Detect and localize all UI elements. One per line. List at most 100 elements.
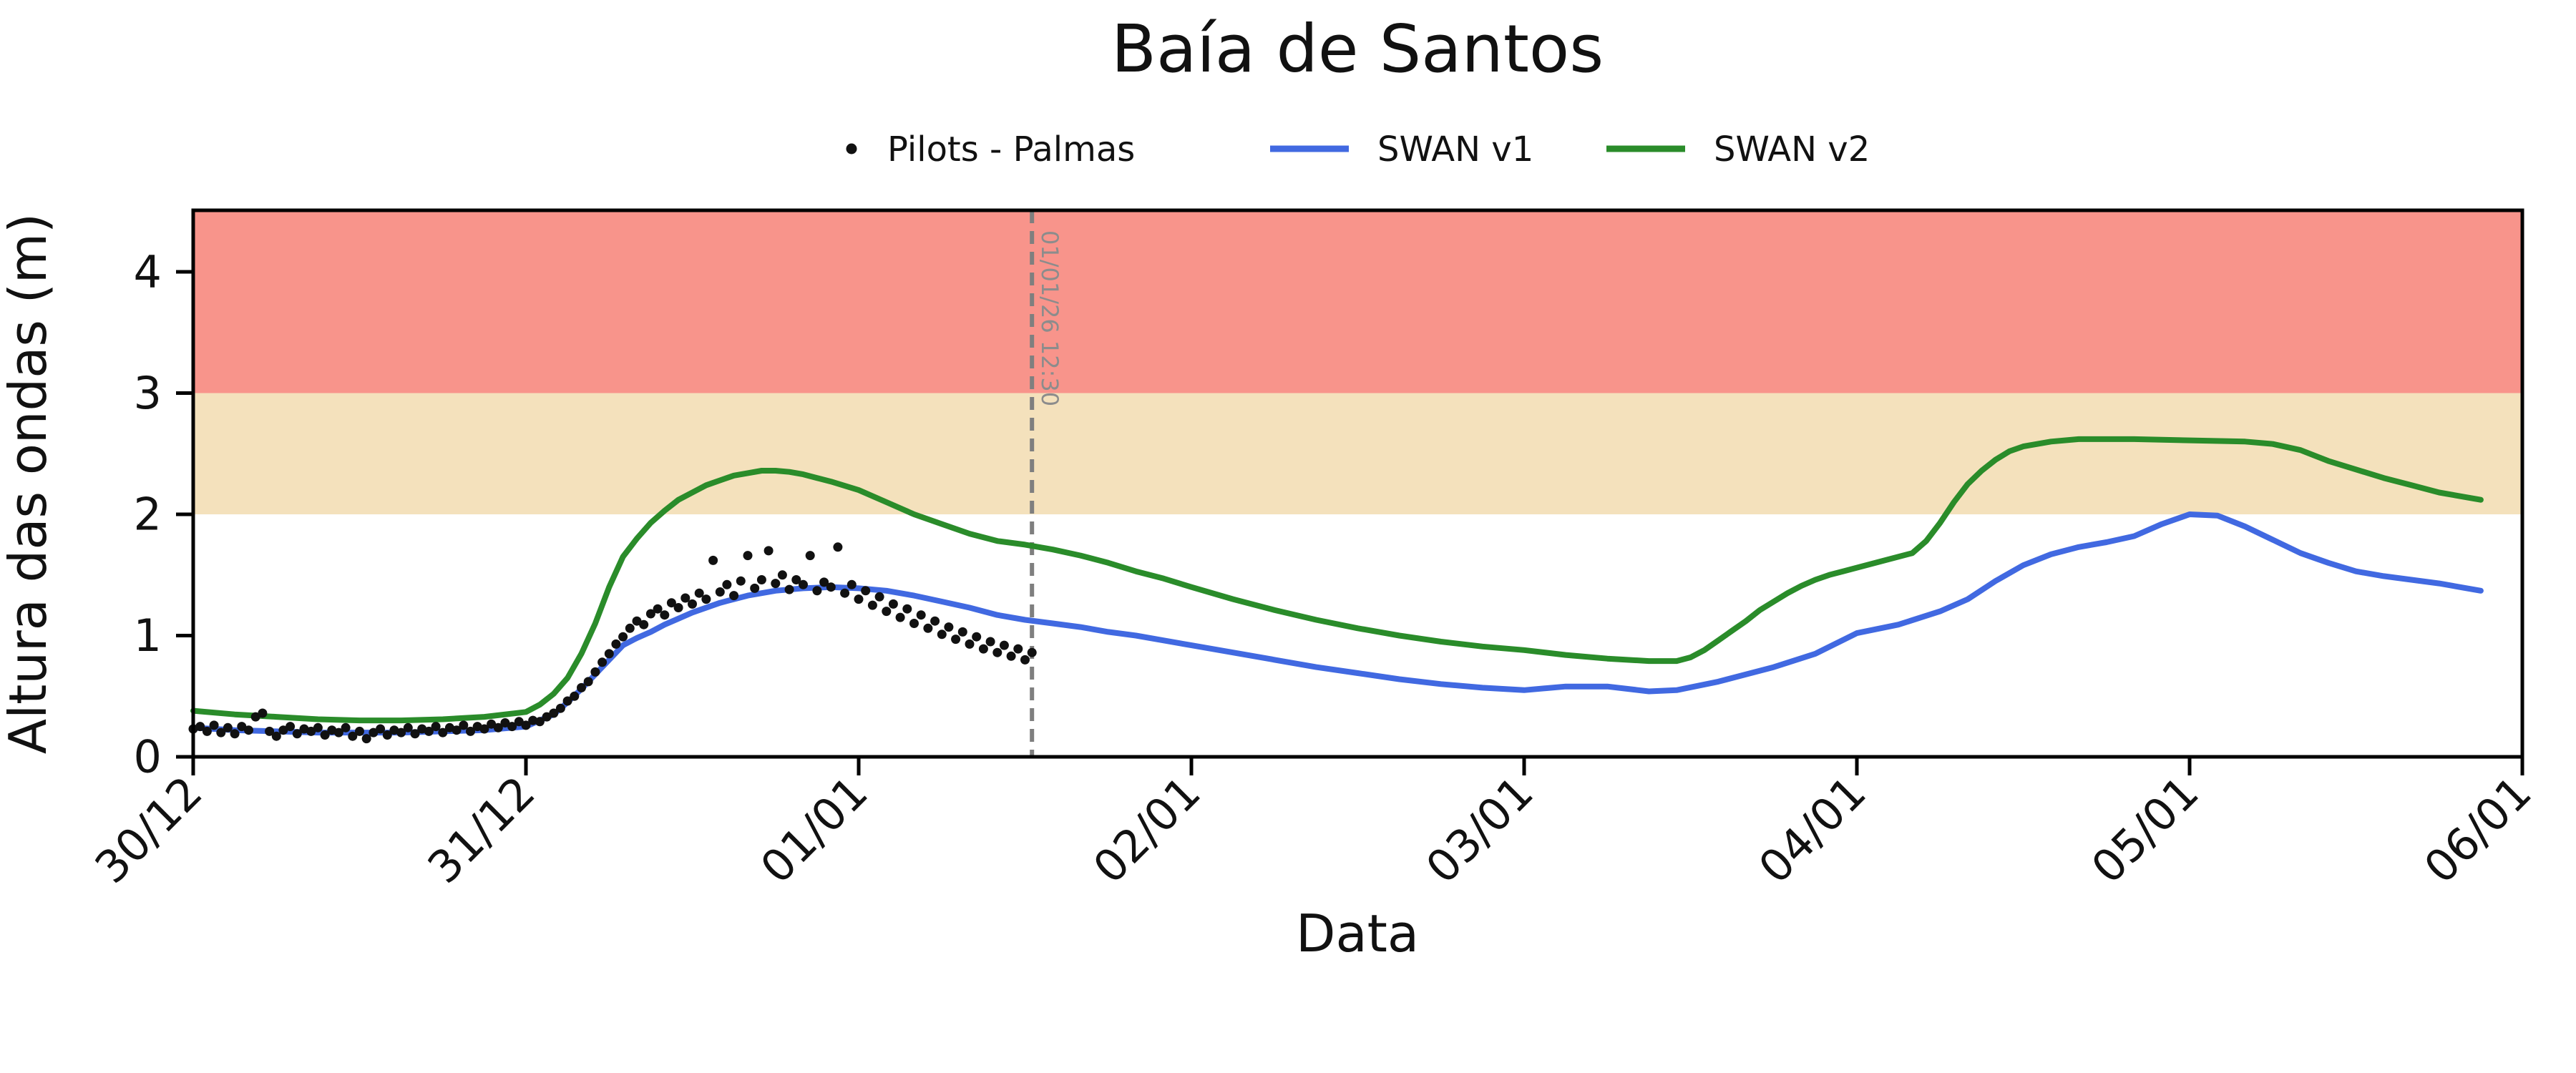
observation-dot — [202, 726, 212, 736]
observation-dot — [562, 696, 572, 706]
plot-area: 0 1 2 3 4 30/12 31/12 01/01 02/01 03/01 04/01 05/01… — [85, 208, 2542, 893]
observation-dot — [944, 622, 954, 632]
observation-dot — [805, 551, 815, 561]
observation-dot — [286, 722, 296, 732]
observation-dot — [209, 720, 219, 730]
observation-dot — [583, 677, 593, 687]
observation-dot — [431, 722, 441, 732]
observation-dot — [985, 637, 995, 647]
y-tick-label: 4 — [134, 246, 162, 298]
observation-dot — [1013, 644, 1023, 654]
observation-dot — [833, 542, 843, 552]
observation-dot — [632, 616, 642, 626]
observation-dot — [313, 722, 323, 733]
observation-dot — [542, 712, 552, 722]
observation-dot — [223, 722, 233, 733]
series-line-swan-v2 — [190, 436, 2484, 724]
observation-dot — [625, 623, 635, 633]
axes-frame — [191, 208, 2524, 759]
x-tick-label: 31/12 — [418, 766, 545, 893]
observation-dot — [756, 575, 766, 584]
observation-dot — [361, 734, 371, 744]
observation-dot — [459, 720, 469, 730]
observation-dot — [611, 639, 621, 649]
observation-dot — [722, 579, 732, 589]
x-tick-label: 05/01 — [2082, 766, 2209, 893]
observation-dot — [244, 725, 253, 735]
observation-dot — [258, 708, 268, 718]
x-tick-label: 01/01 — [751, 766, 878, 893]
observation-dot — [874, 592, 884, 602]
observation-dot — [604, 649, 614, 659]
observation-dot — [957, 627, 967, 637]
chart-title: Baía de Santos — [1111, 11, 1604, 87]
observation-dot — [729, 591, 739, 601]
observation-dot — [555, 703, 565, 713]
observation-dot — [466, 726, 475, 736]
legend-label-pilots: Pilots - Palmas — [887, 129, 1135, 170]
observation-dot — [521, 720, 531, 730]
observation-dot — [951, 635, 961, 645]
observation-dot — [895, 612, 905, 622]
observation-dot — [250, 712, 260, 722]
observation-dot — [549, 708, 559, 718]
observation-dot — [791, 575, 801, 584]
observation-dot — [799, 579, 808, 589]
observation-dot — [978, 644, 988, 654]
y-tick-label: 0 — [134, 731, 162, 783]
observation-dot — [660, 610, 670, 620]
observation-dot — [1020, 655, 1030, 665]
x-tick-label: 30/12 — [85, 766, 213, 893]
observation-dot — [680, 593, 691, 603]
legend-label-swan-v2: SWAN v2 — [1714, 129, 1870, 170]
y-tick-label: 2 — [134, 489, 162, 541]
observation-dot — [369, 727, 379, 738]
observation-dot — [320, 730, 330, 740]
observation-dot — [771, 579, 781, 589]
observation-dot — [590, 667, 600, 677]
observation-dot — [736, 576, 746, 586]
observation-dot — [715, 587, 725, 597]
observation-dot — [528, 715, 538, 725]
warning-band — [193, 393, 2522, 514]
observation-dot — [819, 577, 829, 587]
observation-dot — [597, 657, 608, 667]
observation-dot — [438, 727, 448, 738]
observation-dot — [403, 722, 413, 733]
observation-dot — [1006, 651, 1016, 661]
observation-dot — [265, 726, 275, 736]
observation-dot — [867, 600, 877, 610]
observation-dot — [888, 599, 898, 609]
observation-dot — [341, 722, 351, 733]
observation-dot — [972, 632, 982, 642]
observation-dot — [230, 729, 240, 739]
x-tick-label: 06/01 — [2414, 766, 2542, 893]
observation-dot — [909, 619, 919, 628]
observation-dot — [854, 594, 864, 604]
observation-dot — [410, 729, 420, 739]
observation-dot — [618, 632, 628, 642]
observation-dot — [743, 551, 753, 561]
observation-dot — [777, 570, 787, 580]
y-tick-label: 1 — [134, 609, 162, 662]
danger-band — [193, 210, 2522, 393]
observation-dot — [840, 588, 850, 598]
observation-dot — [861, 586, 871, 596]
observation-dot — [493, 722, 503, 733]
observation-dot — [424, 726, 434, 736]
y-tick-label: 3 — [134, 367, 162, 419]
observation-dot — [999, 640, 1009, 650]
observation-dot — [937, 629, 947, 640]
observation-dot — [452, 725, 462, 735]
x-tick-label: 02/01 — [1083, 766, 1211, 893]
observation-dot — [292, 729, 302, 739]
observation-dot — [306, 726, 316, 736]
observation-dot — [507, 722, 517, 732]
observation-dot — [333, 727, 343, 738]
observation-dot — [500, 718, 510, 727]
observation-dot — [992, 647, 1002, 657]
observation-dot — [688, 599, 697, 609]
observation-dot — [1027, 647, 1037, 657]
observation-dot — [355, 726, 364, 736]
